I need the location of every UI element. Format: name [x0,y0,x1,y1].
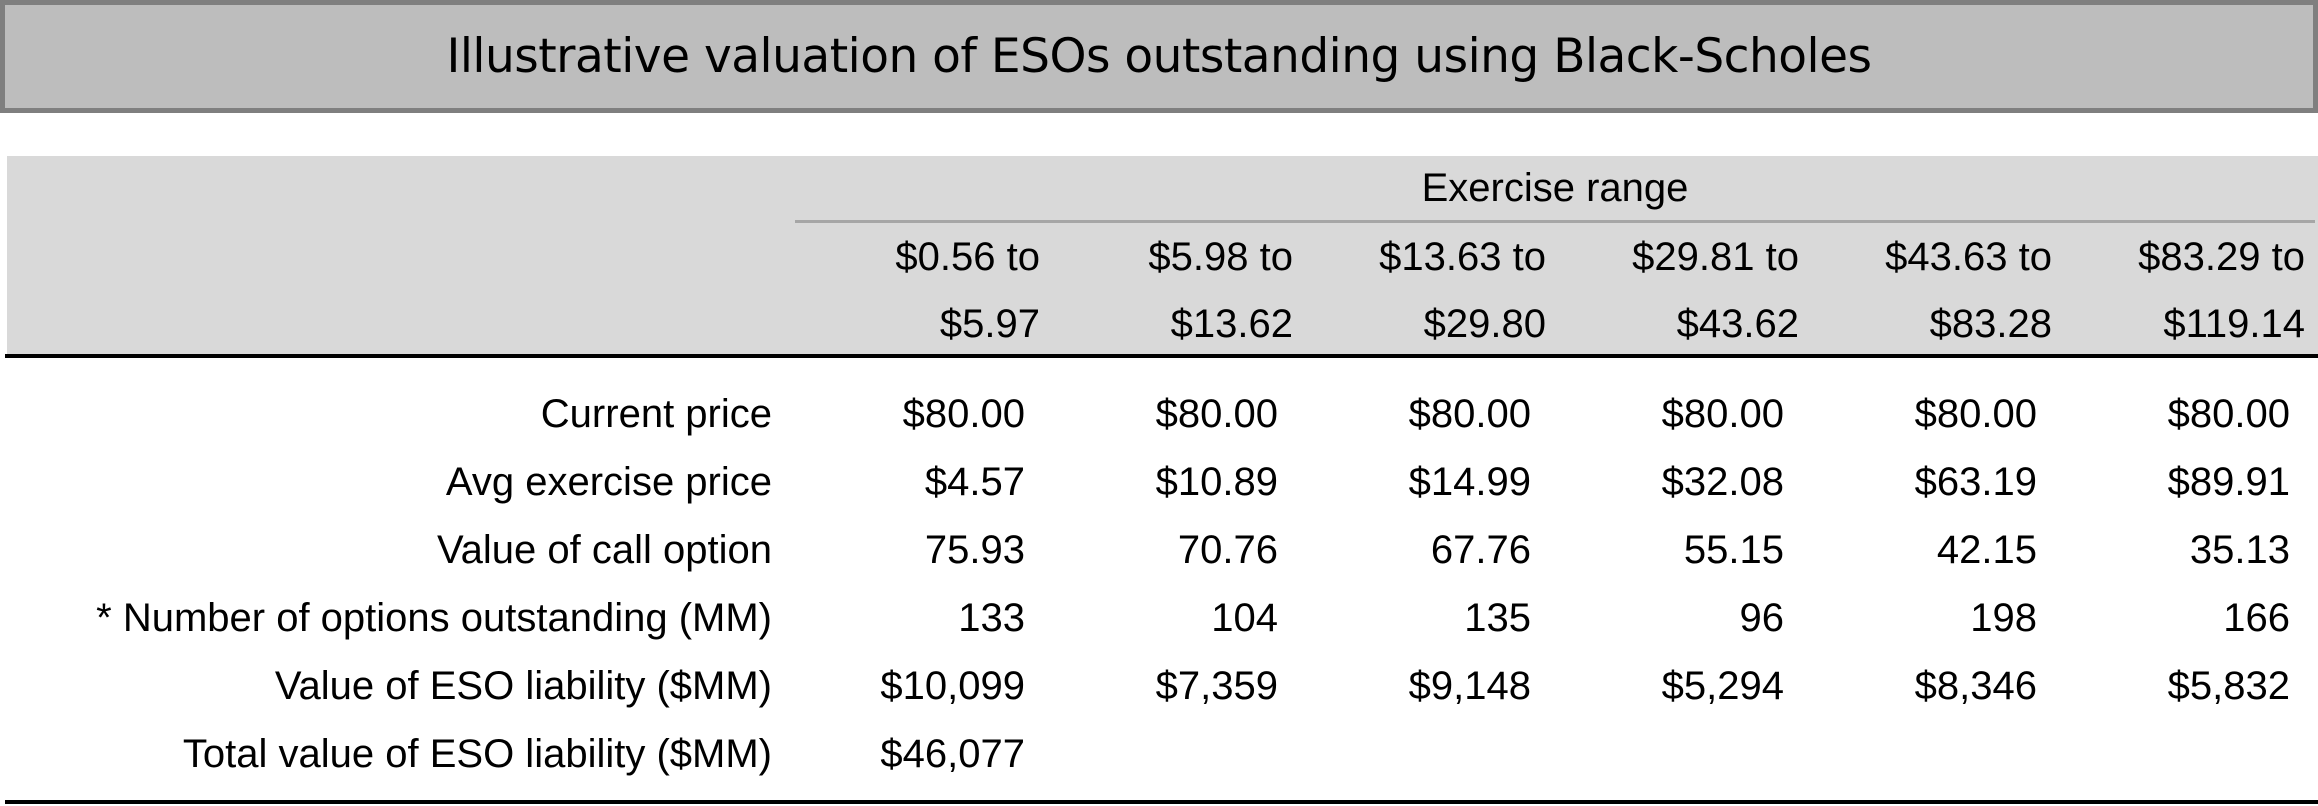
cell-current-price-1: $80.00 [902,392,1025,436]
row-label-value-of-eso-liability: Value of ESO liability ($MM) [274,664,772,708]
header-rule [5,354,2318,358]
cell-value-of-call-option-1: 75.93 [924,528,1025,572]
cell-value-of-eso-liability-5: $8,346 [1914,664,2037,708]
cell-avg-exercise-price-3: $14.99 [1408,460,1531,504]
cell-value-of-call-option-5: 42.15 [1936,528,2037,572]
cell-avg-exercise-price-2: $10.89 [1155,460,1278,504]
cell-number-of-options-2: 104 [1211,596,1278,640]
cell-avg-exercise-price-1: $4.57 [924,460,1025,504]
row-label-avg-exercise-price: Avg exercise price [445,460,772,504]
table-header-band [7,156,2318,356]
row-label-number-of-options-outstanding: * Number of options outstanding (MM) [96,596,772,640]
column-header-3-line1: $13.63 to [1379,235,1546,279]
cell-avg-exercise-price-4: $32.08 [1661,460,1784,504]
cell-value-of-call-option-3: 67.76 [1430,528,1531,572]
cell-value-of-eso-liability-1: $10,099 [880,664,1025,708]
exercise-range-label: Exercise range [1421,166,1689,210]
cell-current-price-5: $80.00 [1914,392,2037,436]
cell-current-price-2: $80.00 [1155,392,1278,436]
cell-value-of-call-option-4: 55.15 [1683,528,1784,572]
cell-avg-exercise-price-6: $89.91 [2167,460,2290,504]
row-label-total-value-of-eso-liability: Total value of ESO liability ($MM) [182,732,772,776]
cell-avg-exercise-price-5: $63.19 [1914,460,2037,504]
title-bar: Illustrative valuation of ESOs outstandi… [0,0,2318,113]
bottom-rule [5,800,2318,804]
cell-value-of-call-option-2: 70.76 [1177,528,1278,572]
cell-number-of-options-3: 135 [1464,596,1531,640]
column-header-4-line2: $43.62 [1676,302,1799,346]
exercise-range-rule [795,220,2315,223]
page-title: Illustrative valuation of ESOs outstandi… [446,29,1872,84]
column-header-1-line1: $0.56 to [895,235,1040,279]
cell-number-of-options-1: 133 [958,596,1025,640]
cell-value-of-call-option-6: 35.13 [2189,528,2290,572]
cell-value-of-eso-liability-6: $5,832 [2167,664,2290,708]
column-header-2-line1: $5.98 to [1148,235,1293,279]
cell-current-price-6: $80.00 [2167,392,2290,436]
cell-current-price-3: $80.00 [1408,392,1531,436]
cell-value-of-eso-liability-2: $7,359 [1155,664,1278,708]
column-header-4-line1: $29.81 to [1632,235,1799,279]
row-label-value-of-call-option: Value of call option [436,528,772,572]
column-header-6-line2: $119.14 [2163,302,2305,346]
cell-value-of-eso-liability-3: $9,148 [1408,664,1531,708]
cell-value-of-eso-liability-4: $5,294 [1661,664,1784,708]
column-header-5-line2: $83.28 [1929,302,2052,346]
cell-number-of-options-6: 166 [2223,596,2290,640]
cell-number-of-options-4: 96 [1739,596,1785,640]
column-header-2-line2: $13.62 [1170,302,1293,346]
cell-number-of-options-5: 198 [1970,596,2037,640]
row-label-current-price: Current price [540,392,772,436]
column-header-3-line2: $29.80 [1423,302,1546,346]
column-header-5-line1: $43.63 to [1885,235,2052,279]
column-header-6-line1: $83.29 to [2138,235,2305,279]
cell-total-value-of-eso-liability: $46,077 [880,732,1025,776]
cell-current-price-4: $80.00 [1661,392,1784,436]
column-header-1-line2: $5.97 [939,302,1040,346]
